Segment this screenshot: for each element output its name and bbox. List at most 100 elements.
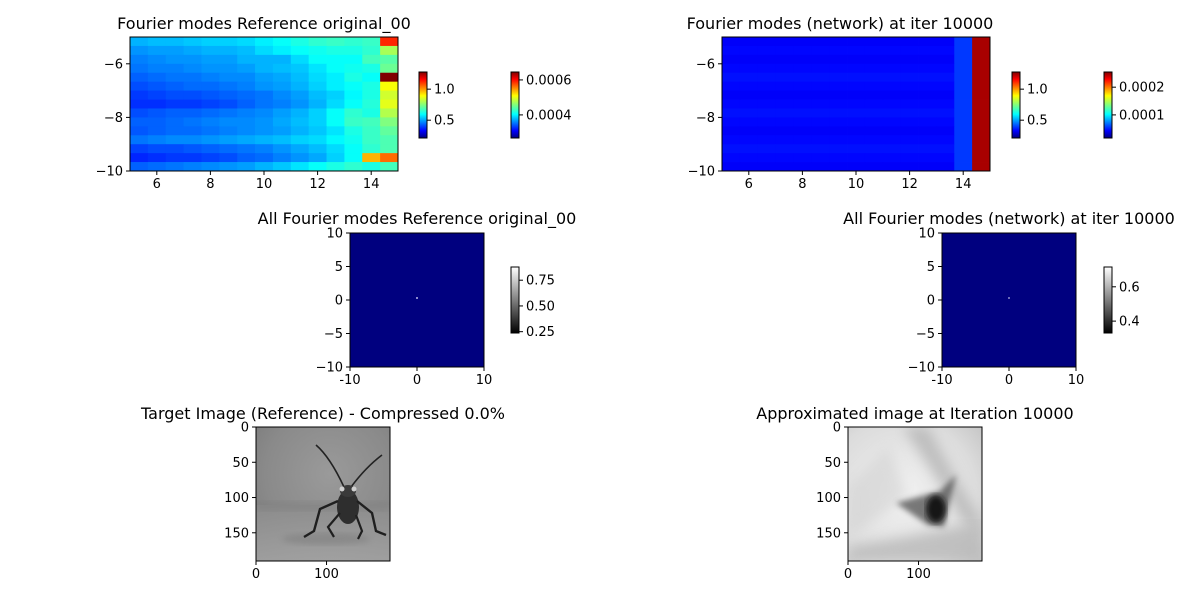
heatmap-cell: [326, 135, 345, 145]
heatmap-cell: [972, 63, 991, 74]
heatmap-cell: [811, 108, 830, 118]
y-tick-label: 0: [335, 294, 343, 309]
heatmap-cell: [219, 63, 238, 74]
heatmap-cell: [775, 81, 794, 91]
heatmap-cell: [722, 162, 741, 172]
heatmap-cell: [290, 162, 310, 172]
heatmap-cell: [936, 117, 955, 127]
heatmap-cell: [936, 90, 955, 100]
heatmap-cell: [362, 90, 381, 100]
heatmap-cell: [326, 153, 345, 163]
heatmap-cell: [829, 90, 848, 100]
heatmap-cell: [793, 162, 812, 172]
colorbars: 1.0 0.5 0.0002 0.0001: [1011, 71, 1165, 139]
panel-net-all: All Fourier modes (network) at iter 1000…: [843, 209, 1175, 388]
heatmap-cell: [757, 135, 776, 145]
heatmap-cell: [775, 63, 794, 74]
heatmap-cell: [165, 37, 184, 47]
heatmap-cell: [793, 99, 812, 109]
heatmap-cell: [722, 81, 741, 91]
heatmap-cell: [847, 108, 866, 118]
heatmap-cell: [936, 54, 955, 65]
heatmap-cell: [272, 63, 292, 74]
panel-title: All Fourier modes Reference original_00: [258, 209, 577, 229]
heatmap-cell: [344, 117, 363, 127]
heatmap-cell: [739, 144, 759, 154]
heatmap-cell: [255, 99, 274, 109]
heatmap-cell: [219, 144, 238, 154]
axes-ticks: -10 0 10 10 5 0 −5 −10: [316, 227, 493, 389]
heatmap-cell: [722, 153, 741, 163]
heatmap-cell: [308, 81, 327, 91]
heatmap-cell: [237, 37, 256, 47]
heatmap-cell: [882, 126, 902, 136]
heatmap-cell: [972, 37, 991, 47]
colorbar-gradient: [511, 72, 519, 138]
heatmap-cell: [308, 90, 327, 100]
panel-title: Fourier modes Reference original_00: [117, 14, 411, 34]
heatmap-cell: [775, 126, 794, 136]
heatmap-cell: [147, 54, 167, 65]
heatmap-cell: [183, 135, 202, 145]
heatmap-cell: [165, 144, 184, 154]
heatmap-cell: [882, 99, 902, 109]
heatmap-cell: [882, 162, 902, 172]
heatmap-cell: [757, 117, 776, 127]
heatmap-cell: [219, 108, 238, 118]
heatmap-cell: [847, 63, 866, 74]
heatmap-cell: [380, 162, 399, 172]
y-tick-label: 0: [833, 421, 841, 436]
heatmap-cell: [864, 63, 884, 74]
heatmap-cell: [308, 37, 327, 47]
heatmap-cell: [290, 99, 310, 109]
heatmap-cell: [936, 37, 955, 47]
heatmap-cell: [972, 108, 991, 118]
heatmap-cell: [183, 90, 202, 100]
heatmap-cell: [900, 99, 919, 109]
heatmap-cell: [775, 108, 794, 118]
heatmap-cell: [201, 126, 220, 136]
heatmap-cell: [362, 153, 381, 163]
heatmap-cell: [344, 90, 363, 100]
heatmap-cell: [811, 126, 830, 136]
heatmap-cell: [900, 135, 919, 145]
heatmap-cell: [847, 45, 866, 56]
heatmap-cell: [308, 162, 327, 172]
heatmap-cell: [272, 45, 292, 56]
heatmap-cell: [864, 108, 884, 118]
heatmap-cell: [936, 126, 955, 136]
heatmap-cell: [757, 126, 776, 136]
heatmap-cell: [829, 37, 848, 47]
heatmap-cell: [326, 63, 345, 74]
heatmap-cell: [272, 99, 292, 109]
heatmap-cell: [918, 90, 937, 100]
heatmap-cell: [882, 153, 902, 163]
heatmap-cell: [918, 37, 937, 47]
heatmap-cell: [954, 45, 973, 56]
heatmap-cell: [290, 126, 310, 136]
panel-title: All Fourier modes (network) at iter 1000…: [843, 209, 1175, 228]
heatmap-cell: [775, 45, 794, 56]
heatmap-cell: [757, 63, 776, 74]
heatmap-cell: [165, 72, 184, 83]
heatmap-cell: [847, 72, 866, 83]
heatmap-cell: [954, 162, 973, 172]
heatmap-cell: [739, 99, 759, 109]
heatmap-cell: [864, 144, 884, 154]
x-tick-label: 8: [798, 177, 806, 192]
y-tick-label: 0: [241, 421, 249, 436]
heatmap-cell: [936, 135, 955, 145]
heatmap-cell: [864, 153, 884, 163]
heatmap-cell: [882, 108, 902, 118]
heatmap-cell: [255, 108, 274, 118]
heatmap-cell: [722, 63, 741, 74]
heatmap-cell: [290, 108, 310, 118]
heatmap-cell: [775, 99, 794, 109]
heatmap-cell: [237, 90, 256, 100]
heatmap-cell: [918, 126, 937, 136]
heatmap-cell: [165, 54, 184, 65]
heatmap-cell: [380, 45, 399, 56]
heatmap-cell: [829, 72, 848, 83]
heatmap-cell: [219, 72, 238, 83]
y-tick-label: −10: [96, 165, 123, 180]
